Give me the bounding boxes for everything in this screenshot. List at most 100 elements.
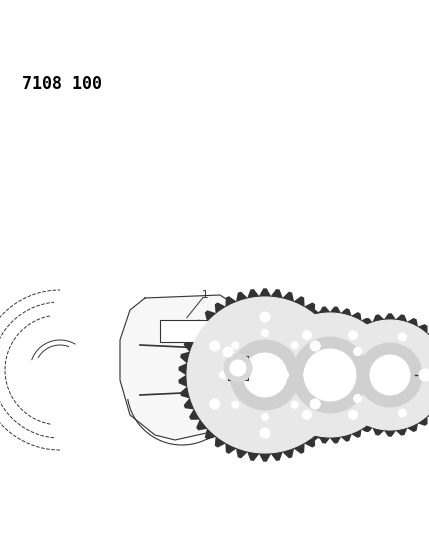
Polygon shape bbox=[396, 427, 407, 435]
Circle shape bbox=[419, 369, 429, 381]
Circle shape bbox=[310, 341, 320, 351]
Polygon shape bbox=[353, 416, 363, 425]
Polygon shape bbox=[370, 415, 379, 424]
Polygon shape bbox=[344, 407, 353, 417]
Polygon shape bbox=[361, 423, 370, 431]
Bar bbox=[228, 356, 248, 380]
Polygon shape bbox=[329, 331, 340, 341]
Polygon shape bbox=[226, 442, 236, 453]
Polygon shape bbox=[330, 307, 341, 314]
Text: 4: 4 bbox=[249, 435, 255, 445]
Polygon shape bbox=[344, 333, 353, 343]
Polygon shape bbox=[197, 419, 208, 430]
Circle shape bbox=[260, 312, 270, 322]
Polygon shape bbox=[262, 375, 269, 386]
Polygon shape bbox=[264, 386, 272, 396]
Polygon shape bbox=[384, 344, 392, 354]
Text: 9: 9 bbox=[229, 423, 236, 433]
Polygon shape bbox=[309, 309, 319, 317]
Circle shape bbox=[399, 409, 406, 417]
Polygon shape bbox=[319, 436, 330, 443]
Circle shape bbox=[224, 354, 252, 382]
Polygon shape bbox=[293, 297, 304, 308]
Polygon shape bbox=[384, 314, 396, 320]
Polygon shape bbox=[293, 442, 304, 453]
Polygon shape bbox=[351, 313, 361, 321]
Circle shape bbox=[262, 329, 269, 336]
Polygon shape bbox=[330, 436, 341, 443]
Polygon shape bbox=[341, 309, 351, 317]
Polygon shape bbox=[373, 427, 384, 435]
Circle shape bbox=[210, 399, 220, 409]
Polygon shape bbox=[281, 415, 290, 424]
Polygon shape bbox=[314, 428, 324, 439]
Bar bbox=[160, 320, 212, 342]
Polygon shape bbox=[264, 354, 272, 364]
Polygon shape bbox=[179, 375, 188, 386]
Text: 7108 100: 7108 100 bbox=[22, 75, 102, 93]
Polygon shape bbox=[268, 396, 276, 406]
Polygon shape bbox=[236, 448, 248, 457]
Polygon shape bbox=[190, 409, 200, 419]
Polygon shape bbox=[339, 352, 349, 364]
Circle shape bbox=[268, 313, 392, 437]
Polygon shape bbox=[363, 423, 373, 431]
Polygon shape bbox=[181, 352, 190, 364]
Polygon shape bbox=[336, 343, 345, 353]
Polygon shape bbox=[271, 451, 282, 460]
Polygon shape bbox=[236, 293, 248, 302]
Polygon shape bbox=[378, 406, 387, 415]
Polygon shape bbox=[314, 311, 324, 322]
Circle shape bbox=[187, 297, 343, 453]
Polygon shape bbox=[332, 386, 340, 398]
Circle shape bbox=[310, 399, 320, 409]
Polygon shape bbox=[248, 290, 259, 299]
Polygon shape bbox=[391, 364, 398, 375]
Text: 2: 2 bbox=[245, 300, 251, 310]
Polygon shape bbox=[259, 289, 271, 297]
Polygon shape bbox=[259, 453, 271, 461]
Polygon shape bbox=[427, 407, 429, 417]
Polygon shape bbox=[290, 319, 299, 327]
Polygon shape bbox=[329, 409, 340, 419]
Text: 5: 5 bbox=[287, 443, 293, 453]
Polygon shape bbox=[322, 320, 333, 331]
Circle shape bbox=[223, 347, 233, 357]
Polygon shape bbox=[388, 354, 396, 364]
Polygon shape bbox=[342, 364, 351, 375]
Polygon shape bbox=[384, 430, 396, 436]
Circle shape bbox=[372, 370, 381, 379]
Polygon shape bbox=[309, 433, 319, 441]
Circle shape bbox=[230, 340, 300, 410]
Polygon shape bbox=[304, 436, 314, 447]
Polygon shape bbox=[396, 315, 407, 322]
Polygon shape bbox=[215, 436, 226, 447]
Polygon shape bbox=[282, 448, 293, 457]
Polygon shape bbox=[179, 364, 188, 375]
Circle shape bbox=[353, 394, 362, 402]
Polygon shape bbox=[335, 341, 345, 352]
Polygon shape bbox=[184, 341, 195, 352]
Circle shape bbox=[243, 353, 287, 397]
Polygon shape bbox=[322, 419, 333, 430]
Polygon shape bbox=[120, 295, 240, 440]
Circle shape bbox=[210, 341, 220, 351]
Polygon shape bbox=[407, 423, 417, 431]
Polygon shape bbox=[332, 353, 340, 364]
Circle shape bbox=[358, 343, 422, 407]
Polygon shape bbox=[329, 364, 336, 375]
Polygon shape bbox=[427, 333, 429, 343]
Polygon shape bbox=[262, 364, 269, 375]
Circle shape bbox=[399, 333, 406, 341]
Polygon shape bbox=[329, 375, 336, 386]
Circle shape bbox=[262, 414, 269, 421]
Circle shape bbox=[230, 360, 246, 376]
Circle shape bbox=[280, 370, 288, 379]
Polygon shape bbox=[341, 433, 351, 441]
Polygon shape bbox=[339, 386, 349, 398]
Polygon shape bbox=[417, 325, 427, 334]
Polygon shape bbox=[336, 398, 345, 407]
Text: 1: 1 bbox=[202, 290, 208, 300]
Polygon shape bbox=[190, 331, 200, 341]
Polygon shape bbox=[299, 429, 309, 437]
